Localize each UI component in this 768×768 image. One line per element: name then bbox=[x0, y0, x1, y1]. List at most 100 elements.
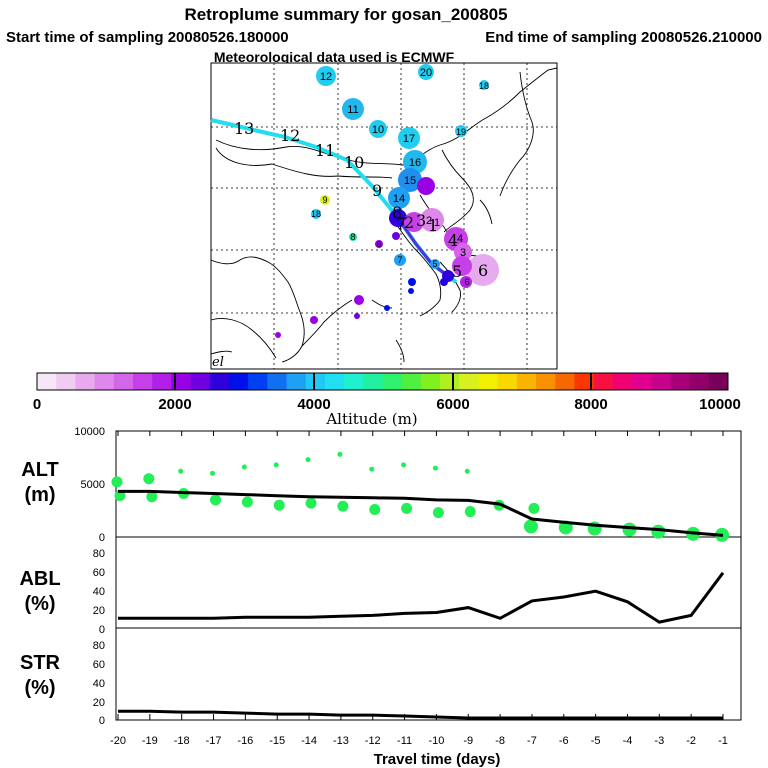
colorbar-cell bbox=[497, 373, 518, 390]
colorbar-cell bbox=[478, 373, 499, 390]
start-time-label: Start time of sampling 20080526.180000 bbox=[6, 29, 289, 46]
x-axis-label: Travel time (days) bbox=[374, 751, 501, 768]
colorbar-cell bbox=[555, 373, 575, 390]
colorbar-cell bbox=[689, 373, 710, 390]
cluster-circle bbox=[342, 98, 364, 120]
map-frame bbox=[210, 62, 558, 370]
cluster-circle bbox=[460, 276, 472, 288]
alt-series-line bbox=[118, 489, 724, 537]
trajectory-label: 8 bbox=[392, 203, 402, 222]
alt-scatter-point bbox=[432, 507, 444, 519]
x-tick-label: -7 bbox=[527, 735, 537, 747]
alt-scatter-point bbox=[464, 506, 476, 518]
trajectory-label: 13 bbox=[234, 119, 254, 138]
map-clusters bbox=[275, 64, 499, 338]
cluster-circle bbox=[455, 125, 467, 137]
colorbar-cell bbox=[113, 373, 134, 390]
cluster-circle bbox=[311, 209, 321, 219]
cluster-label: 2 bbox=[426, 215, 432, 227]
cluster-circle bbox=[417, 177, 435, 195]
x-tick-label: -13 bbox=[333, 735, 349, 747]
y-tick-label: 40 bbox=[93, 678, 105, 690]
colorbar-cell bbox=[324, 373, 345, 390]
colorbar-cell bbox=[248, 373, 268, 390]
cluster-label: 6 bbox=[464, 277, 469, 287]
colorbar-cell bbox=[420, 373, 441, 390]
alt-scatter-point bbox=[528, 502, 540, 514]
x-tick-label: -16 bbox=[237, 735, 253, 747]
x-tick-label: -15 bbox=[269, 735, 285, 747]
alt-scatter-point bbox=[401, 462, 407, 468]
cluster-label: 14 bbox=[393, 193, 405, 205]
colorbar-cell bbox=[708, 373, 729, 390]
cluster-circle bbox=[479, 80, 489, 90]
alt-scatter-point bbox=[369, 466, 375, 472]
alt-scatter-point bbox=[178, 468, 184, 474]
str-panel-unit: (%) bbox=[24, 677, 55, 699]
trajectory-label: 4 bbox=[448, 231, 458, 250]
abl-panel-label: ABL bbox=[19, 568, 60, 590]
cluster-label: 16 bbox=[409, 157, 421, 169]
cluster-circle bbox=[398, 168, 422, 192]
colorbar-tick-labels: 0 2000 4000 6000 8000 10000 bbox=[33, 396, 741, 413]
x-tick-label: -19 bbox=[142, 735, 158, 747]
colorbar-cell bbox=[536, 373, 556, 390]
alt-scatter-point bbox=[273, 462, 279, 468]
alt-scatter-point bbox=[241, 464, 247, 470]
cluster-label: 10 bbox=[372, 124, 384, 136]
colorbar-cell bbox=[516, 373, 537, 390]
colorbar-tick-label: 6000 bbox=[436, 396, 469, 413]
x-tick-label: -17 bbox=[206, 735, 222, 747]
met-data-label: Meteorological data used is ECMWF bbox=[214, 49, 455, 65]
alt-scatter-point bbox=[337, 451, 343, 457]
cluster-label: 6 bbox=[377, 240, 382, 249]
colorbar: 0 2000 4000 6000 8000 10000 Altitude (m) bbox=[33, 372, 741, 428]
cluster-label: 19 bbox=[456, 127, 466, 137]
alt-scatter-point bbox=[369, 503, 381, 515]
trajectory-label: 5 bbox=[452, 262, 462, 281]
trajectory-label: 3 bbox=[416, 211, 426, 230]
cluster-label: 12 bbox=[320, 71, 332, 83]
abl-y-ticks: 80 60 40 20 0 bbox=[93, 548, 105, 636]
alt-scatter-point bbox=[143, 473, 155, 485]
cluster-circle bbox=[375, 240, 383, 248]
end-time-label: End time of sampling 20080526.210000 bbox=[485, 29, 762, 46]
trajectory-label: 9 bbox=[372, 181, 382, 200]
trajectory-label: 1 bbox=[428, 216, 438, 235]
cluster-label: 20 bbox=[420, 67, 432, 79]
x-tick-label: -12 bbox=[365, 735, 381, 747]
colorbar-cell bbox=[440, 373, 460, 390]
colorbar-cell bbox=[305, 373, 326, 390]
y-tick-label: 0 bbox=[99, 532, 105, 544]
x-tick-label: -10 bbox=[428, 735, 444, 747]
colorbar-cell bbox=[574, 373, 595, 390]
colorbar-cell bbox=[401, 373, 422, 390]
y-tick-label: 80 bbox=[93, 548, 105, 560]
cluster-label: 7 bbox=[397, 255, 402, 265]
x-tick-labels: -20 -19 -18 -17 -16 -15 -14 -13 -12 -11 -10 -9 -8 -7 -… bbox=[110, 735, 728, 747]
alt-scatter-point bbox=[210, 470, 216, 476]
panels-border bbox=[115, 430, 742, 721]
y-tick-label: 20 bbox=[93, 605, 105, 617]
alt-scatter-point bbox=[401, 502, 413, 514]
x-tick-label: -9 bbox=[463, 735, 473, 747]
cluster-circle bbox=[467, 254, 499, 286]
x-tick-label: -18 bbox=[174, 735, 190, 747]
alt-scatter-point bbox=[146, 491, 158, 503]
alt-scatter-point bbox=[651, 524, 666, 539]
alt-scatter-point bbox=[241, 496, 253, 508]
y-tick-label: 60 bbox=[93, 659, 105, 671]
cluster-label: 17 bbox=[403, 133, 415, 145]
colorbar-cell bbox=[670, 373, 691, 390]
cluster-circle bbox=[394, 254, 406, 266]
alt-scatter-point bbox=[305, 457, 311, 463]
colorbar-cell bbox=[593, 373, 614, 390]
trajectory-label: 11 bbox=[315, 141, 335, 160]
cluster-circle bbox=[454, 243, 472, 261]
cluster-circle bbox=[388, 187, 410, 209]
colorbar-cell bbox=[56, 373, 76, 390]
colorbar-cell bbox=[152, 373, 172, 390]
colorbar-cell bbox=[651, 373, 671, 390]
tick-marks bbox=[117, 431, 724, 720]
